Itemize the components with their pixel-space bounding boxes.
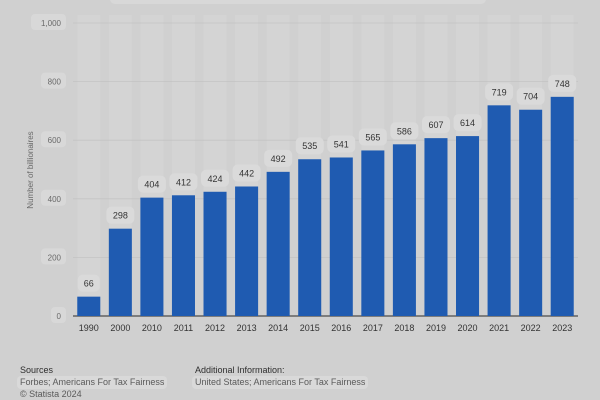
x-tick-label: 2023 bbox=[552, 323, 572, 333]
x-tick-label: 2017 bbox=[363, 323, 383, 333]
data-label: 424 bbox=[208, 174, 223, 184]
data-label-background bbox=[295, 137, 324, 155]
bar-2017 bbox=[361, 150, 385, 316]
y-tick-background bbox=[41, 189, 66, 206]
x-tick-label: 1990 bbox=[79, 323, 99, 333]
bar-2010 bbox=[140, 197, 164, 316]
column-band bbox=[77, 15, 101, 316]
data-label-background bbox=[453, 114, 482, 132]
x-tick-label: 2021 bbox=[489, 323, 509, 333]
bar-2019 bbox=[424, 138, 448, 316]
data-label-background bbox=[421, 116, 450, 134]
bar-2023 bbox=[550, 96, 574, 316]
data-label: 541 bbox=[334, 139, 349, 149]
copyright: © Statista 2024 bbox=[20, 388, 82, 399]
data-label: 614 bbox=[460, 118, 475, 128]
additional-info-text: United States; Americans For Tax Fairnes… bbox=[192, 375, 369, 389]
x-tick-label: 2010 bbox=[142, 323, 162, 333]
data-label-background bbox=[232, 164, 261, 182]
data-label: 442 bbox=[239, 168, 254, 178]
x-tick-label: 2012 bbox=[205, 323, 225, 333]
x-tick-label: 2020 bbox=[458, 323, 478, 333]
y-tick-label: 800 bbox=[48, 78, 62, 87]
data-label: 586 bbox=[397, 126, 412, 136]
bar-1990 bbox=[77, 296, 101, 316]
x-tick-label: 2022 bbox=[521, 323, 541, 333]
data-label-background bbox=[358, 128, 387, 146]
bar-2016 bbox=[329, 157, 353, 316]
bar-2012 bbox=[203, 191, 227, 316]
y-axis-ticks: 0 200 400 600 800 1,000 bbox=[31, 14, 66, 323]
data-label-background bbox=[201, 169, 230, 187]
bars bbox=[77, 96, 574, 316]
y-tick-background bbox=[41, 72, 66, 89]
data-label: 565 bbox=[365, 132, 380, 142]
bar-2018 bbox=[392, 144, 416, 316]
data-label: 704 bbox=[523, 92, 538, 102]
bar-2015 bbox=[298, 159, 322, 316]
data-label: 492 bbox=[271, 154, 286, 164]
data-label: 748 bbox=[555, 79, 570, 89]
data-label: 412 bbox=[176, 177, 191, 187]
data-label: 607 bbox=[428, 120, 443, 130]
data-label-background bbox=[137, 175, 166, 193]
data-label-background bbox=[327, 135, 356, 153]
y-tick-background bbox=[41, 131, 66, 148]
bar-2020 bbox=[456, 136, 480, 316]
y-tick-background bbox=[31, 14, 66, 30]
data-label-background bbox=[548, 74, 577, 92]
bar-2000 bbox=[108, 228, 132, 316]
data-label: 719 bbox=[492, 87, 507, 97]
y-tick-label: 0 bbox=[57, 312, 62, 321]
bar-2014 bbox=[266, 171, 290, 316]
data-label-background bbox=[485, 83, 514, 101]
bar-2021 bbox=[487, 105, 511, 316]
top-banner-remnant bbox=[110, 0, 486, 4]
additional-info-title: Additional Information: bbox=[195, 365, 285, 375]
x-axis-ticks: 1990 2000 2010 2011 2012 2013 2014 2015 2016 2017… bbox=[79, 323, 572, 333]
x-tick-label: 2011 bbox=[174, 323, 193, 333]
additional-info-block: Additional Information: United States; A… bbox=[192, 365, 369, 389]
data-label: 66 bbox=[84, 279, 94, 289]
x-tick-label: 2015 bbox=[300, 323, 320, 333]
data-label: 404 bbox=[144, 180, 159, 190]
data-label-background bbox=[169, 173, 198, 191]
x-tick-label: 2018 bbox=[394, 323, 414, 333]
sources-text: Forbes; Americans For Tax Fairness bbox=[17, 375, 168, 389]
data-label: 535 bbox=[302, 141, 317, 151]
data-label-background bbox=[106, 206, 135, 224]
sources-title: Sources bbox=[20, 365, 54, 375]
data-label-background bbox=[77, 274, 100, 292]
x-tick-label: 2019 bbox=[426, 323, 446, 333]
y-tick-background bbox=[51, 307, 66, 323]
x-tick-label: 2013 bbox=[237, 323, 257, 333]
sources-block: Sources Forbes; Americans For Tax Fairne… bbox=[17, 365, 168, 399]
x-tick-label: 2014 bbox=[268, 323, 288, 333]
data-label-background bbox=[516, 87, 545, 105]
x-tick-label: 2016 bbox=[331, 323, 351, 333]
data-labels: 66 298 404 412 424 442 492 535 541 565 586 607 614 71… bbox=[77, 74, 577, 292]
bar-2022 bbox=[519, 109, 543, 316]
bar-2013 bbox=[235, 186, 259, 316]
bar-2011 bbox=[171, 195, 195, 316]
data-label-background bbox=[264, 149, 293, 167]
y-tick-label: 200 bbox=[48, 253, 62, 262]
data-label: 298 bbox=[113, 211, 128, 221]
y-tick-label: 600 bbox=[48, 136, 62, 145]
y-tick-background bbox=[41, 248, 66, 265]
data-label-background bbox=[390, 122, 419, 140]
y-axis-label: Number of billionaires bbox=[26, 131, 35, 208]
y-tick-label: 400 bbox=[48, 195, 62, 204]
x-tick-label: 2000 bbox=[110, 323, 130, 333]
y-tick-label: 1,000 bbox=[41, 19, 62, 28]
